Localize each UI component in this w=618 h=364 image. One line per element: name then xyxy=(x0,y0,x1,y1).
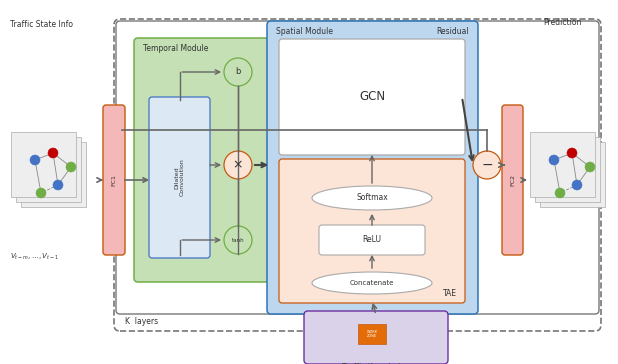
Text: Residual: Residual xyxy=(436,27,469,36)
Circle shape xyxy=(555,188,565,198)
Text: −: − xyxy=(481,158,493,172)
FancyBboxPatch shape xyxy=(304,311,448,364)
FancyBboxPatch shape xyxy=(502,105,523,255)
Text: FC2: FC2 xyxy=(510,174,515,186)
Text: Concatenate: Concatenate xyxy=(350,280,394,286)
Text: WORK
ZONE: WORK ZONE xyxy=(366,330,378,338)
Circle shape xyxy=(224,226,252,254)
FancyBboxPatch shape xyxy=(540,142,605,207)
Text: b: b xyxy=(235,67,240,76)
Text: K  layers: K layers xyxy=(125,317,158,326)
Circle shape xyxy=(48,148,58,158)
Text: TAE: TAE xyxy=(443,289,457,298)
Text: $V_{t-m},\ldots,V_{t-1}$: $V_{t-m},\ldots,V_{t-1}$ xyxy=(10,252,59,262)
Text: GCN: GCN xyxy=(359,91,385,103)
FancyBboxPatch shape xyxy=(11,132,76,197)
FancyBboxPatch shape xyxy=(279,39,465,155)
Text: Spatial Module: Spatial Module xyxy=(276,27,333,36)
Circle shape xyxy=(224,58,252,86)
FancyBboxPatch shape xyxy=(279,159,465,303)
Text: Temporal Module: Temporal Module xyxy=(143,44,208,53)
FancyBboxPatch shape xyxy=(16,137,81,202)
Circle shape xyxy=(572,180,582,190)
Circle shape xyxy=(36,188,46,198)
Text: Prediction: Prediction xyxy=(543,18,582,27)
Text: Softmax: Softmax xyxy=(356,194,388,202)
Circle shape xyxy=(66,162,76,172)
FancyBboxPatch shape xyxy=(319,225,425,255)
Text: ×: × xyxy=(233,158,243,171)
Circle shape xyxy=(585,162,595,172)
FancyBboxPatch shape xyxy=(134,38,272,282)
Circle shape xyxy=(53,180,63,190)
Text: FC1: FC1 xyxy=(111,174,117,186)
FancyBboxPatch shape xyxy=(535,137,600,202)
Circle shape xyxy=(567,148,577,158)
Ellipse shape xyxy=(312,272,432,294)
Ellipse shape xyxy=(312,186,432,210)
FancyBboxPatch shape xyxy=(21,142,86,207)
FancyBboxPatch shape xyxy=(149,97,210,258)
Text: tanh: tanh xyxy=(232,237,244,242)
Text: Traffic State Info: Traffic State Info xyxy=(10,20,73,29)
Text: ReLU: ReLU xyxy=(363,236,381,245)
FancyBboxPatch shape xyxy=(530,132,595,197)
Circle shape xyxy=(30,155,40,165)
Circle shape xyxy=(549,155,559,165)
Bar xyxy=(358,324,386,344)
FancyBboxPatch shape xyxy=(103,105,125,255)
Circle shape xyxy=(473,151,501,179)
Text: Dilated
Convolution: Dilated Convolution xyxy=(174,159,185,196)
Text: Traffic Knowledge: Traffic Knowledge xyxy=(342,363,410,364)
FancyBboxPatch shape xyxy=(267,21,478,314)
Circle shape xyxy=(224,151,252,179)
